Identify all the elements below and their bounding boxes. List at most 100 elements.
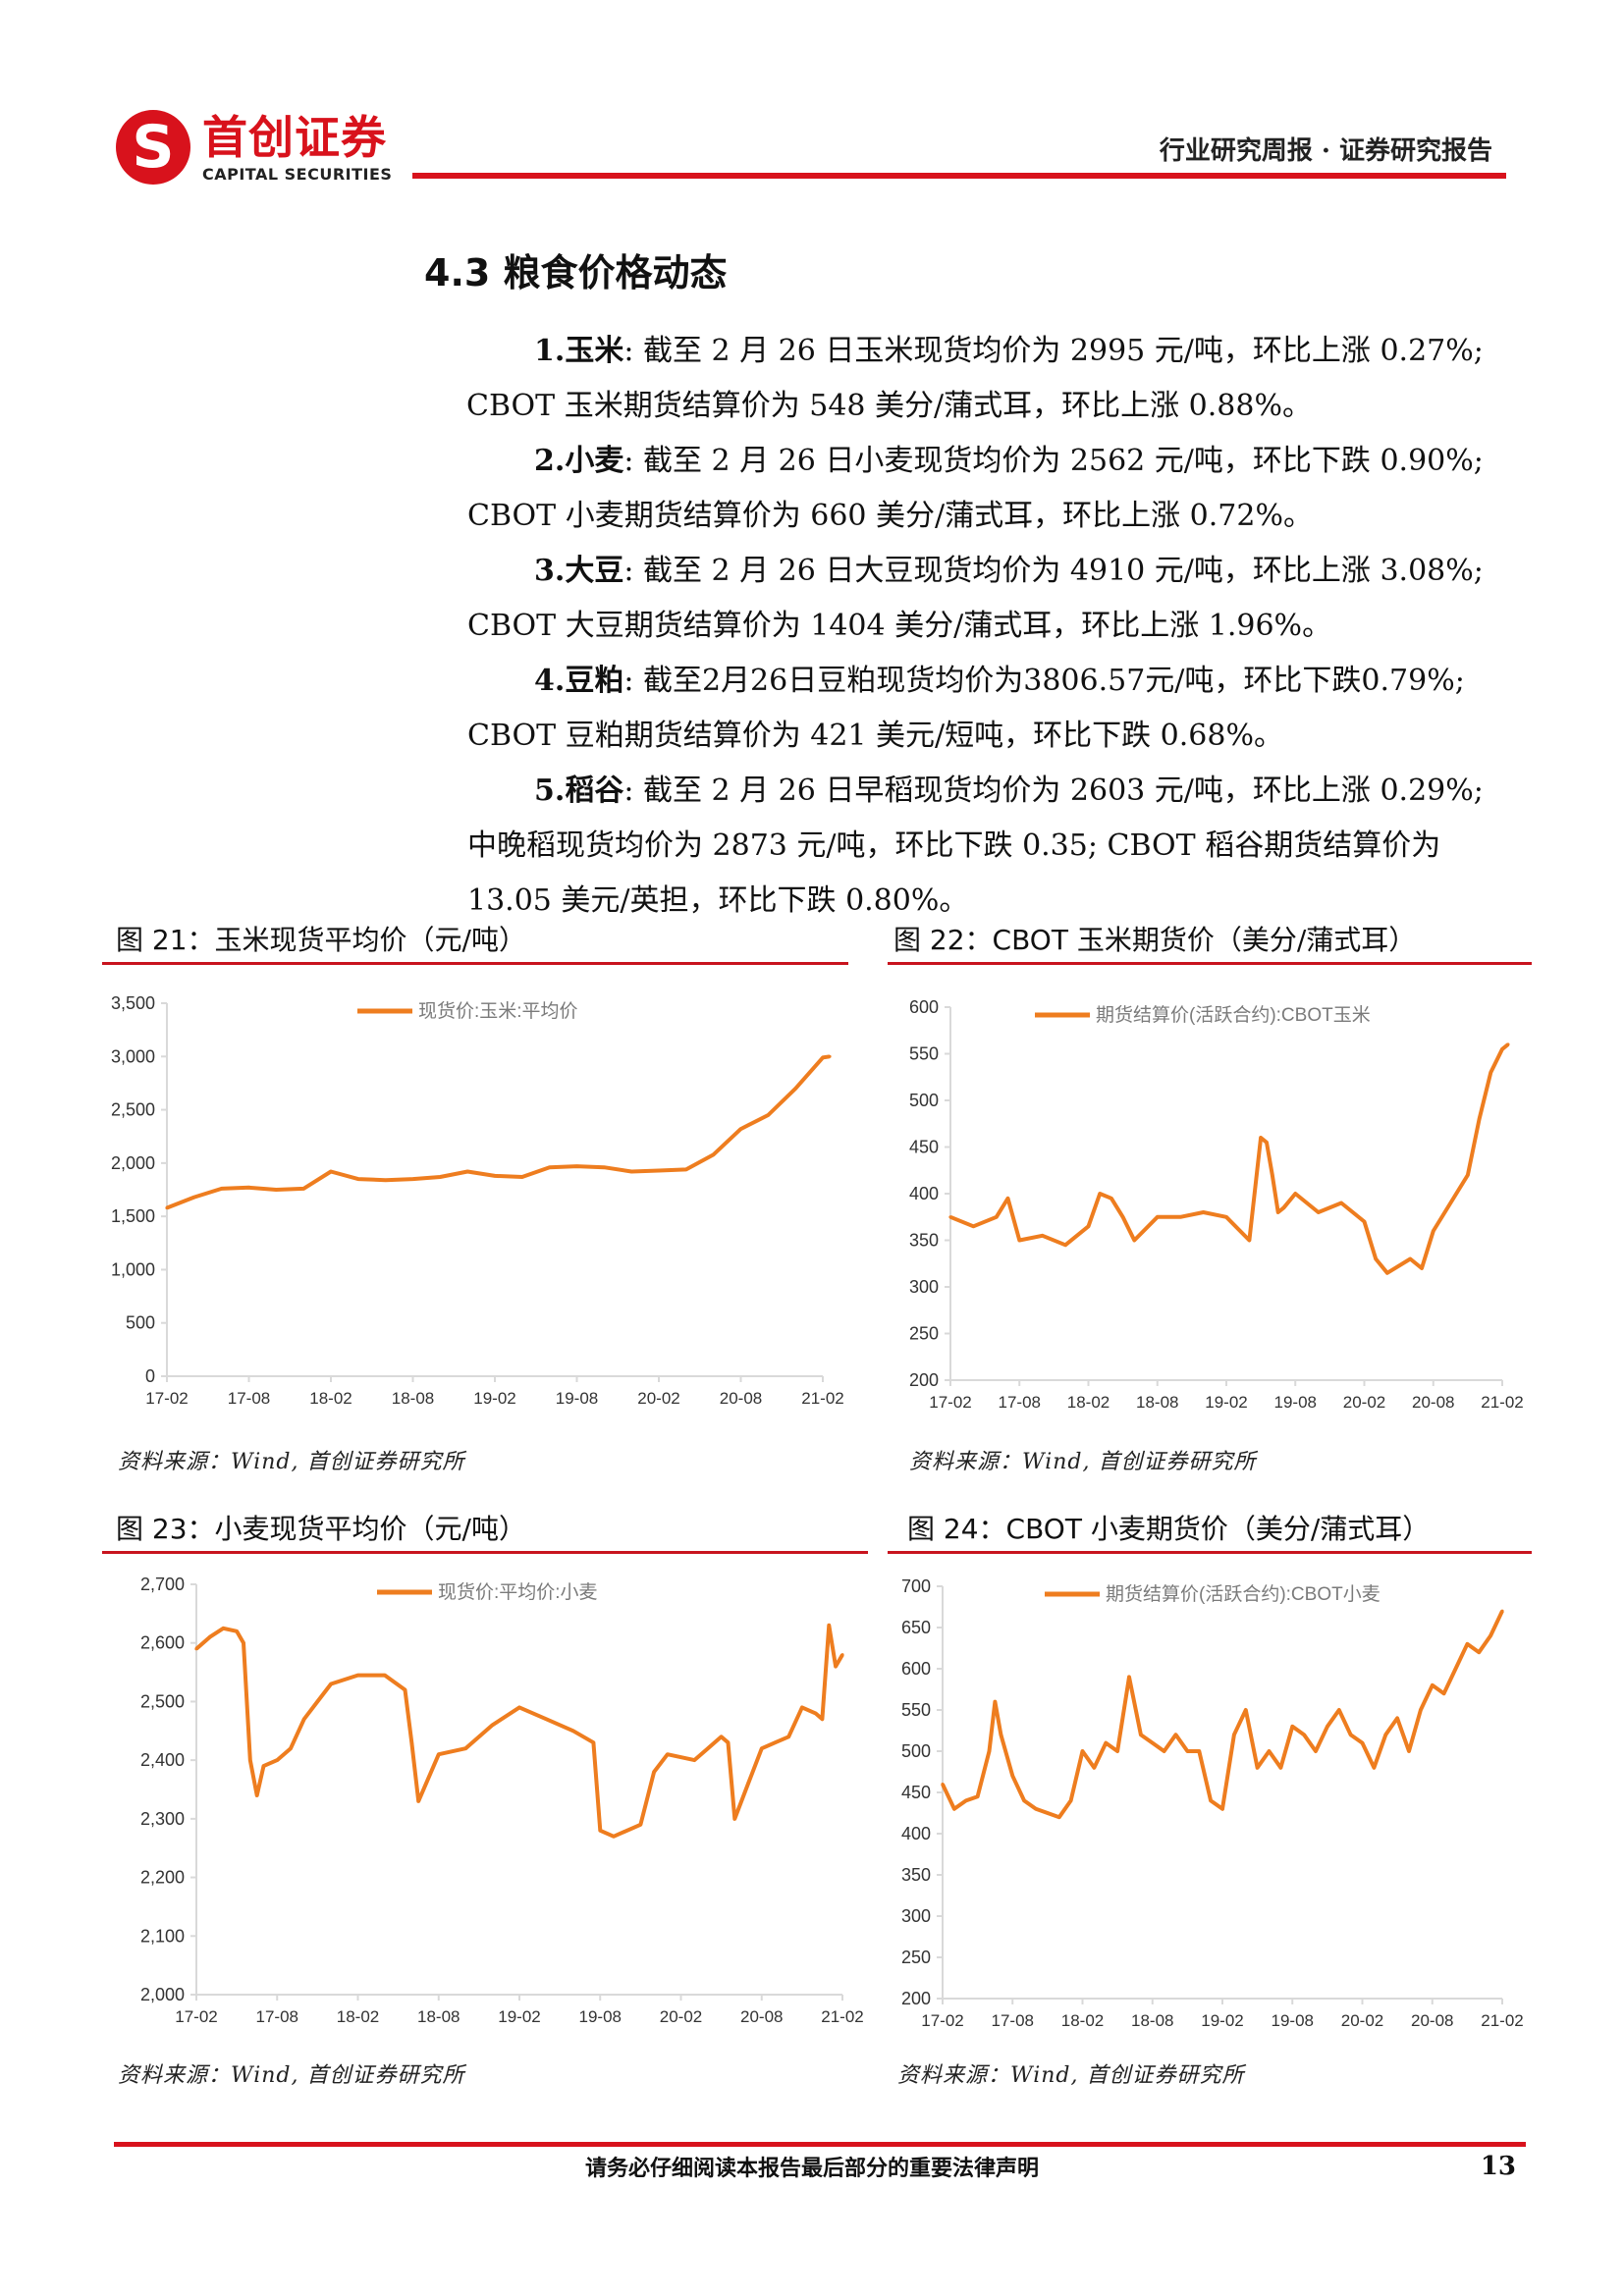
paragraph-lead: 3.大豆 bbox=[534, 554, 624, 588]
data-point bbox=[1259, 1136, 1263, 1140]
data-point bbox=[1224, 1215, 1228, 1219]
data-point bbox=[638, 1823, 643, 1827]
data-point bbox=[1247, 1238, 1251, 1243]
paragraph-text: 中晚稻现货均价为 2873 元/吨，环比下跌 0.35; CBOT 稻谷期货结算… bbox=[467, 828, 1441, 863]
x-tick-label: 19-08 bbox=[1272, 2011, 1314, 2030]
data-point bbox=[814, 1711, 818, 1715]
legend-label: 期货结算价(活跃合约):CBOT玉米 bbox=[1096, 1004, 1371, 1026]
data-point bbox=[1431, 1683, 1435, 1687]
data-point bbox=[438, 1175, 442, 1179]
y-tick-label: 500 bbox=[126, 1313, 155, 1333]
paragraph-lead: 5.稻谷 bbox=[534, 774, 624, 808]
figure-22-source: 资料来源：Wind, 首创证券研究所 bbox=[909, 1450, 1257, 1474]
paragraph-line: CBOT 小麦期货结算价为 660 美分/蒲式耳，环比上涨 0.72%。 bbox=[467, 489, 1512, 544]
paragraph-line: CBOT 大豆期货结算价为 1404 美分/蒲式耳，环比上涨 1.96%。 bbox=[467, 599, 1512, 654]
data-point bbox=[993, 1700, 997, 1704]
data-point bbox=[1092, 1766, 1096, 1770]
figure-23-rule bbox=[102, 1551, 868, 1554]
data-point bbox=[1489, 1633, 1492, 1637]
data-point bbox=[591, 1740, 595, 1744]
x-tick-label: 18-02 bbox=[337, 2007, 379, 2026]
figure-24-caption: 图 24：CBOT 小麦期货价（美分/蒲式耳） bbox=[907, 1513, 1431, 1545]
data-point bbox=[821, 1055, 825, 1059]
logo-mark-icon: S bbox=[116, 110, 190, 185]
data-point bbox=[1385, 1271, 1389, 1275]
data-point bbox=[520, 1175, 524, 1179]
paragraph-text: 13.05 美元/英担，环比下跌 0.80%。 bbox=[467, 883, 969, 918]
y-tick-label: 2,200 bbox=[140, 1868, 185, 1888]
y-tick-label: 2,600 bbox=[140, 1633, 185, 1653]
data-point bbox=[1244, 1708, 1248, 1712]
paragraph-lead: 1.玉米 bbox=[534, 334, 624, 368]
data-point bbox=[793, 1087, 797, 1091]
x-tick-label: 19-08 bbox=[556, 1389, 598, 1408]
y-tick-label: 2,500 bbox=[140, 1691, 185, 1711]
data-point bbox=[738, 1127, 743, 1131]
data-point bbox=[1069, 1798, 1073, 1802]
data-point bbox=[657, 1168, 661, 1173]
data-point bbox=[302, 1717, 306, 1721]
paragraph-lead: 2.小麦 bbox=[534, 444, 624, 478]
data-point bbox=[1185, 1749, 1189, 1753]
data-point bbox=[1374, 1256, 1378, 1261]
y-tick-label: 600 bbox=[901, 1659, 931, 1679]
data-point bbox=[1104, 1741, 1108, 1745]
logo-chinese-name: 首创证券 bbox=[202, 111, 387, 164]
chart-corn-spot-price: 0 500 1,000 1,500 2,000 2,500 3,000 3,500 17-02 1… bbox=[111, 993, 844, 1408]
y-tick-label: 450 bbox=[909, 1138, 939, 1157]
data-point bbox=[786, 1735, 790, 1738]
y-tick-label: 500 bbox=[909, 1091, 939, 1110]
data-point bbox=[1326, 1725, 1329, 1729]
data-point bbox=[834, 1665, 838, 1669]
data-point bbox=[255, 1793, 259, 1797]
x-tick-label: 18-02 bbox=[1061, 2011, 1104, 2030]
data-point bbox=[1442, 1210, 1447, 1214]
data-point bbox=[1080, 1749, 1085, 1753]
data-point bbox=[275, 1758, 279, 1762]
data-point bbox=[384, 1178, 388, 1182]
page-number: 13 bbox=[1480, 2152, 1516, 2181]
data-point bbox=[1271, 1173, 1274, 1177]
data-point bbox=[1314, 1749, 1318, 1753]
paragraph-text: : 截至 2 月 26 日玉米现货均价为 2995 元/吨，环比上涨 0.27%… bbox=[623, 334, 1484, 368]
x-tick-label: 19-02 bbox=[1201, 2011, 1243, 2030]
data-point bbox=[1276, 1210, 1280, 1214]
data-point bbox=[598, 1829, 602, 1833]
paragraph-line: 13.05 美元/英担，环比下跌 0.80%。 bbox=[467, 874, 1512, 929]
data-point bbox=[192, 1196, 196, 1200]
data-point bbox=[315, 1699, 319, 1703]
x-tick-label: 17-08 bbox=[228, 1389, 270, 1408]
paragraph-text: CBOT 小麦期货结算价为 660 美分/蒲式耳，环比上涨 0.72%。 bbox=[467, 499, 1313, 533]
data-point bbox=[1419, 1708, 1423, 1712]
data-point bbox=[1127, 1675, 1131, 1679]
data-point bbox=[1383, 1733, 1387, 1736]
logo-english-name: CAPITAL SECURITIES bbox=[202, 165, 393, 184]
x-tick-label: 17-08 bbox=[256, 2007, 298, 2026]
y-tick-label: 0 bbox=[145, 1366, 155, 1386]
y-tick-label: 1,500 bbox=[111, 1206, 155, 1226]
data-point bbox=[1317, 1210, 1321, 1214]
x-tick-label: 20-02 bbox=[660, 2007, 702, 2026]
series-line bbox=[949, 1042, 1510, 1275]
x-tick-label: 20-02 bbox=[1341, 2011, 1383, 2030]
data-point bbox=[463, 1746, 467, 1750]
data-point bbox=[208, 1635, 212, 1639]
data-point bbox=[773, 1740, 778, 1744]
data-point bbox=[1293, 1192, 1297, 1196]
data-point bbox=[1500, 1047, 1504, 1051]
data-point bbox=[720, 1735, 724, 1738]
series-line bbox=[941, 1610, 1504, 1820]
data-point bbox=[1010, 1774, 1014, 1778]
x-tick-label: 21-02 bbox=[821, 2007, 863, 2026]
data-point bbox=[410, 1177, 415, 1181]
figure-21-source: 资料来源：Wind, 首创证券研究所 bbox=[118, 1450, 465, 1474]
x-tick-label: 21-02 bbox=[1481, 2011, 1523, 2030]
data-point bbox=[766, 1113, 770, 1117]
y-tick-label: 350 bbox=[901, 1865, 931, 1885]
data-point bbox=[1063, 1243, 1067, 1247]
series-line bbox=[166, 1054, 831, 1210]
data-point bbox=[383, 1674, 387, 1678]
data-point bbox=[289, 1746, 293, 1750]
data-point bbox=[1156, 1215, 1160, 1219]
data-point bbox=[1173, 1733, 1178, 1736]
